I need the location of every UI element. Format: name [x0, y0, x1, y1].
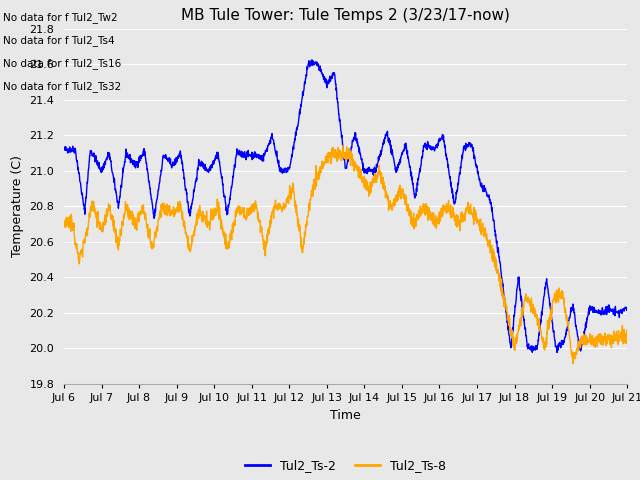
Line: Tul2_Ts-2: Tul2_Ts-2: [64, 60, 627, 352]
Title: MB Tule Tower: Tule Temps 2 (3/23/17-now): MB Tule Tower: Tule Temps 2 (3/23/17-now…: [181, 9, 510, 24]
Tul2_Ts-2: [319, 72, 327, 77]
Text: No data for f Tul2_Tw2: No data for f Tul2_Tw2: [3, 12, 118, 23]
Line: Tul2_Ts-8: Tul2_Ts-8: [64, 146, 627, 364]
Tul2_Ts-8: [569, 361, 577, 367]
Tul2_Ts-8: [623, 332, 631, 337]
Tul2_Ts-2: [607, 308, 615, 314]
Tul2_Ts-2: [553, 349, 561, 355]
Tul2_Ts-8: [504, 312, 511, 318]
Text: No data for f Tul2_Ts4: No data for f Tul2_Ts4: [3, 35, 115, 46]
Tul2_Ts-8: [60, 220, 68, 226]
Tul2_Ts-2: [334, 104, 342, 110]
Tul2_Ts-2: [308, 57, 316, 63]
Legend: Tul2_Ts-2, Tul2_Ts-8: Tul2_Ts-2, Tul2_Ts-8: [240, 454, 451, 477]
Tul2_Ts-2: [60, 146, 68, 152]
Tul2_Ts-2: [623, 307, 631, 313]
Tul2_Ts-2: [607, 307, 615, 313]
Tul2_Ts-8: [607, 339, 615, 345]
Text: No data for f Tul2_Ts16: No data for f Tul2_Ts16: [3, 58, 122, 69]
Y-axis label: Temperature (C): Temperature (C): [11, 156, 24, 257]
Tul2_Ts-8: [334, 156, 342, 162]
Tul2_Ts-8: [339, 143, 346, 149]
Tul2_Ts-8: [89, 205, 97, 211]
Text: No data for f Tul2_Ts32: No data for f Tul2_Ts32: [3, 81, 122, 92]
Tul2_Ts-2: [504, 322, 511, 327]
X-axis label: Time: Time: [330, 408, 361, 421]
Tul2_Ts-8: [607, 345, 615, 351]
Tul2_Ts-2: [89, 152, 97, 158]
Tul2_Ts-8: [319, 159, 327, 165]
